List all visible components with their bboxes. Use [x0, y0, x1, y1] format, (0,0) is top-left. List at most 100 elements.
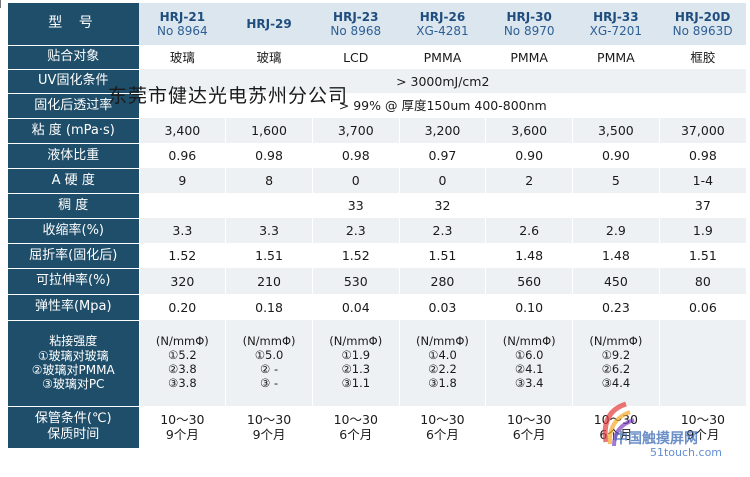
cell-line: 9个月	[252, 427, 286, 442]
cell-line: (N/mmΦ)	[242, 334, 296, 349]
row-transmit: 固化后透过率 > 99% @ 厚度150um 400-800nm	[8, 93, 746, 119]
value-cell: 玻璃	[225, 45, 313, 69]
value-cell: 0	[398, 168, 486, 193]
cell-line: ①4.0	[428, 348, 457, 363]
cell-line: ③4.4	[601, 375, 631, 390]
cell-line: 9个月	[686, 427, 720, 442]
row-label-multiline: 保管条件(℃) 保质时间	[8, 406, 139, 449]
cell-line: 10～30	[420, 412, 465, 427]
cell-line: ③1.8	[428, 375, 457, 390]
value-cell	[572, 193, 660, 218]
row-label: 弹性率(Mpa)	[8, 294, 139, 321]
value-cell: 320	[138, 268, 226, 294]
cell-line: ③3.8	[168, 375, 197, 390]
model-name: HRJ-30	[506, 9, 552, 24]
value-cell: 0.23	[572, 294, 660, 320]
cell-line: (N/mmΦ)	[329, 334, 383, 349]
value-cell: 3,700	[311, 118, 400, 143]
cell-line: 6个月	[339, 427, 373, 442]
row-refract: 屈折率(固化后) 1.52 1.51 1.52 1.51 1.48 1.48 1…	[8, 243, 746, 269]
logo-text: 中国触摸屏网	[614, 431, 698, 447]
model-name: HRJ-29	[246, 16, 292, 31]
storage-cell: 10～30 6个月	[311, 406, 400, 448]
value-cell: PMMA	[485, 45, 573, 69]
row-storage: 保管条件(℃) 保质时间 10～30 9个月 10～30 9个月 10～30 6个月 …	[8, 406, 746, 449]
value-cell-span: > 3000mJ/cm2	[138, 69, 746, 93]
row-label: 粘 度 (mPa·s)	[8, 118, 139, 144]
value-cell: 2	[485, 168, 573, 193]
value-cell: 1.52	[138, 243, 226, 268]
model-no: XG-4281	[416, 24, 469, 38]
storage-cell: 10～30 9个月	[658, 406, 746, 448]
cell-line: ③1.1	[341, 375, 371, 390]
row-label: 液体比重	[8, 143, 139, 169]
row-label: 可拉伸率(%)	[8, 268, 139, 295]
row-elongation: 可拉伸率(%) 320 210 530 280 560 450 80	[8, 268, 746, 295]
row-shrink: 收缩率(%) 3.3 3.3 2.3 2.3 2.6 2.9 1.9	[8, 218, 746, 244]
value-cell: 1,600	[225, 118, 313, 143]
corner-mark	[0, 0, 1, 8]
cell-line: ①5.2	[168, 348, 197, 363]
value-cell: 0.10	[485, 294, 573, 320]
row-gravity: 液体比重 0.96 0.98 0.98 0.97 0.90 0.90 0.98	[8, 143, 746, 169]
row-viscosity: 粘 度 (mPa·s) 3,400 1,600 3,700 3,200 3,60…	[8, 118, 746, 144]
value-cell: 2.3	[398, 218, 486, 243]
value-cell: 0.20	[138, 294, 226, 320]
storage-cell: 10～30 9个月	[138, 406, 226, 448]
label-line: ②玻璃对PMMA	[31, 363, 115, 377]
value-cell: 1.52	[311, 243, 400, 268]
row-adhesion: 粘接强度 ①玻璃对玻璃 ②玻璃对PMMA ③玻璃对PC (N/mmΦ) ①5.2 ②…	[8, 320, 746, 407]
row-label: A 硬 度	[8, 168, 139, 194]
value-cell: 玻璃	[138, 45, 226, 69]
cell-line: ②4.1	[514, 362, 544, 376]
cell-line: 6个月	[425, 427, 459, 442]
label-line: ①玻璃对玻璃	[37, 348, 109, 363]
cell-line: (N/mmΦ)	[416, 334, 469, 349]
row-uv: UV固化条件 > 3000mJ/cm2	[8, 69, 746, 94]
storage-cell: 10～30 6个月	[485, 406, 573, 448]
model-name: HRJ-26	[419, 9, 466, 24]
value-cell: 0	[311, 168, 400, 193]
value-cell: 3,200	[398, 118, 486, 143]
adhesion-cell: (N/mmΦ) ①4.0 ②2.2 ③1.8	[398, 320, 486, 406]
cell-line: 10～30	[507, 412, 552, 427]
model-name: HRJ-21	[159, 9, 206, 24]
cell-line: ② -	[259, 362, 279, 376]
cell-line: 10～30	[333, 412, 378, 427]
row-label: 固化后透过率	[8, 93, 139, 119]
row-label: 屈折率(固化后)	[8, 243, 139, 269]
value-cell: 8	[225, 168, 313, 193]
row-label: 收缩率(%)	[8, 218, 139, 244]
row-label: 稠 度	[8, 193, 139, 219]
spec-table-container: 型 号 HRJ-21 No 8964 HRJ-29 HRJ-23 No 8968 H…	[8, 3, 746, 449]
model-cell: HRJ-20D No 8963D	[659, 3, 746, 45]
model-cell: HRJ-21 No 8964	[139, 3, 226, 45]
header-label: 型 号	[8, 3, 139, 46]
value-cell: 0.96	[138, 143, 226, 168]
value-cell: 3,400	[138, 118, 226, 143]
cell-line: ①1.9	[341, 348, 371, 363]
value-cell-span: > 99% @ 厚度150um 400-800nm	[138, 93, 746, 118]
row-label: UV固化条件	[8, 69, 139, 94]
cell-line: ①6.0	[514, 348, 544, 363]
model-cell: HRJ-30 No 8970	[485, 3, 573, 45]
cell-line: (N/mmΦ)	[502, 334, 556, 349]
value-cell: 450	[572, 268, 660, 294]
adhesion-cell: (N/mmΦ) ①5.2 ②3.8 ③3.8	[138, 320, 226, 406]
value-cell: 0.98	[311, 143, 400, 168]
value-cell: 0.97	[398, 143, 486, 168]
value-cell: 2.6	[485, 218, 573, 243]
value-cell: 530	[311, 268, 400, 294]
cell-line: 10～30	[593, 412, 639, 427]
adhesion-cell: (N/mmΦ) ①1.9 ②1.3 ③1.1	[311, 320, 400, 406]
value-cell: 1.9	[658, 218, 746, 243]
value-cell: 33	[311, 193, 400, 218]
model-cell: HRJ-29	[225, 3, 313, 45]
value-cell: 框胶	[658, 45, 746, 69]
cell-line: (N/mmΦ)	[589, 334, 643, 349]
value-cell: 1.48	[572, 243, 660, 268]
cell-line: 10～30	[160, 412, 205, 427]
value-cell: PMMA	[572, 45, 660, 69]
cell-line: ①9.2	[601, 348, 631, 363]
value-cell: 0.04	[311, 294, 400, 320]
